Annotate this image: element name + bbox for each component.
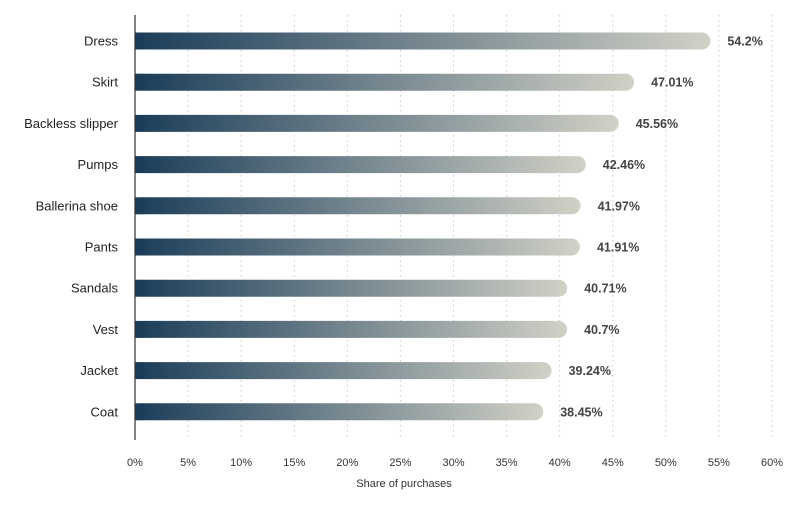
category-label: Dress [84, 34, 118, 49]
bar [135, 362, 552, 380]
x-tick-label: 25% [389, 457, 411, 469]
category-label: Jacket [80, 363, 118, 378]
category-label: Skirt [92, 75, 118, 90]
bars [135, 32, 711, 421]
x-tick-label: 40% [549, 457, 571, 469]
bar [135, 320, 568, 338]
bar-base [135, 114, 144, 132]
value-label: 45.56% [636, 117, 678, 131]
labels: 0% 5% 10% 15% 20% 25% 30% 35% 40% 45% 50% 55% 60% Dre… [24, 34, 783, 470]
category-label: Coat [91, 404, 119, 419]
bar [135, 73, 635, 91]
category-label: Ballerina shoe [36, 198, 118, 213]
x-tick-label: 55% [708, 457, 730, 469]
bar [135, 403, 544, 421]
value-label: 38.45% [560, 405, 602, 419]
x-tick-label: 0% [127, 457, 143, 469]
value-label: 42.46% [603, 158, 645, 172]
value-label: 54.2% [727, 35, 762, 49]
value-label: 40.7% [584, 323, 619, 337]
x-tick-label: 60% [761, 457, 783, 469]
x-tick-label: 20% [336, 457, 358, 469]
x-tick-label: 30% [442, 457, 464, 469]
x-tick-label: 45% [602, 457, 624, 469]
x-tick-label: 5% [180, 457, 196, 469]
value-label: 39.24% [569, 364, 611, 378]
bar [135, 238, 580, 256]
x-tick-label: 10% [230, 457, 252, 469]
bar-base [135, 197, 144, 215]
bar-base [135, 320, 144, 338]
x-tick-label: 15% [283, 457, 305, 469]
bar [135, 156, 586, 174]
x-axis-title: Share of purchases [356, 478, 452, 490]
value-label: 41.97% [598, 199, 640, 213]
value-label: 41.91% [597, 241, 639, 255]
category-label: Vest [93, 322, 119, 337]
bar-base [135, 238, 144, 256]
category-label: Backless slipper [24, 116, 119, 131]
bar-base [135, 156, 144, 174]
value-label: 47.01% [651, 76, 693, 90]
bar [135, 279, 568, 297]
category-label: Pumps [78, 157, 119, 172]
value-label: 40.71% [584, 282, 626, 296]
category-label: Sandals [71, 281, 118, 296]
bar-base [135, 403, 144, 421]
x-tick-label: 35% [496, 457, 518, 469]
bar [135, 32, 711, 50]
bar-base [135, 32, 144, 50]
bar [135, 197, 581, 215]
bar-base [135, 279, 144, 297]
category-label: Pants [85, 240, 119, 255]
x-tick-label: 50% [655, 457, 677, 469]
bar-base [135, 362, 144, 380]
bar-base [135, 73, 144, 91]
bar [135, 114, 619, 132]
